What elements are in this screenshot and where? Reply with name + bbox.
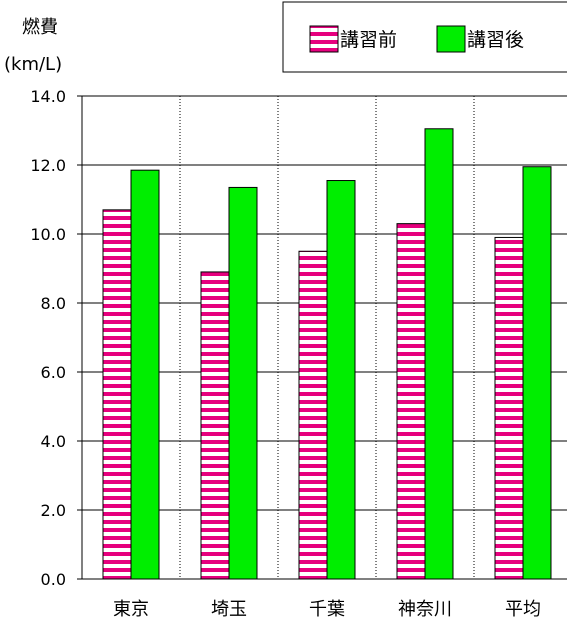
x-tick-label: 東京 bbox=[113, 599, 149, 618]
bar-before-4 bbox=[494, 236, 524, 580]
x-tick-label: 神奈川 bbox=[398, 599, 452, 618]
x-tick-label: 千葉 bbox=[309, 599, 345, 618]
legend: 講習前 講習後 bbox=[282, 1, 567, 73]
legend-label-after: 講習後 bbox=[467, 29, 524, 51]
y-tick-label: 2.0 bbox=[41, 501, 66, 520]
bar-after-4 bbox=[522, 166, 552, 580]
x-tick-labels: 東京 埼玉 千葉 神奈川 平均 bbox=[113, 599, 541, 618]
y-tick-label: 6.0 bbox=[41, 363, 66, 382]
x-tick-label: 平均 bbox=[505, 599, 541, 618]
bar-before-2 bbox=[298, 250, 328, 580]
bars bbox=[102, 128, 552, 580]
y-tick-labels: 0.0 2.0 4.0 6.0 8.0 10.0 12.0 14.0 bbox=[30, 87, 82, 589]
y-axis-label-line2: (km/L) bbox=[4, 54, 62, 75]
y-tick-label: 10.0 bbox=[30, 225, 66, 244]
legend-label-before: 講習前 bbox=[340, 29, 397, 51]
legend-swatch-before bbox=[309, 25, 339, 53]
y-tick-label: 12.0 bbox=[30, 156, 66, 175]
y-tick-label: 8.0 bbox=[41, 294, 66, 313]
bar-before-3 bbox=[396, 223, 426, 580]
y-axis-label-line1: 燃費 bbox=[22, 17, 58, 38]
bar-after-0 bbox=[130, 169, 160, 580]
y-tick-label: 14.0 bbox=[30, 87, 66, 106]
plot-frame bbox=[81, 95, 567, 580]
legend-swatch-after bbox=[436, 25, 466, 53]
bar-before-1 bbox=[200, 271, 230, 580]
bar-after-1 bbox=[228, 186, 258, 580]
bar-before-0 bbox=[102, 209, 132, 580]
y-tick-label: 4.0 bbox=[41, 432, 66, 451]
bar-after-3 bbox=[424, 128, 454, 580]
y-tick-label: 0.0 bbox=[41, 570, 66, 589]
x-tick-label: 埼玉 bbox=[211, 599, 247, 618]
bar-after-2 bbox=[326, 180, 356, 580]
